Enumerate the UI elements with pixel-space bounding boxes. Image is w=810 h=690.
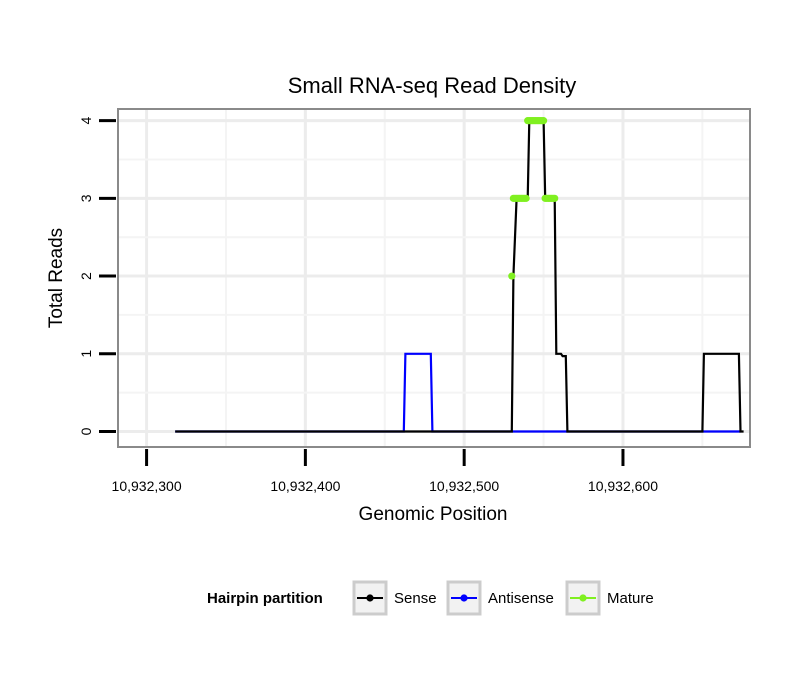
legend-swatch-point-antisense <box>460 594 468 602</box>
legend-title: Hairpin partition <box>207 590 323 607</box>
x-tick-label: 10,932,500 <box>429 478 499 494</box>
x-tick-label: 10,932,600 <box>588 478 658 494</box>
y-tick-label: 1 <box>78 350 94 358</box>
mature-point <box>522 194 530 202</box>
mature-point <box>508 272 516 280</box>
y-tick-label: 0 <box>78 427 94 435</box>
grid <box>118 109 750 447</box>
x-axis: 10,932,300 10,932,400 10,932,500 10,932,600 <box>112 449 658 494</box>
legend-label-antisense: Antisense <box>488 590 554 607</box>
x-axis-title: Genomic Position <box>359 504 508 525</box>
plot-panel-border <box>117 108 751 448</box>
y-tick-label: 2 <box>78 272 94 280</box>
y-axis-title: Total Reads <box>46 228 67 328</box>
legend-swatch-point-sense <box>366 594 374 602</box>
legend-swatch-point-mature <box>579 594 587 602</box>
x-tick-label: 10,932,400 <box>270 478 340 494</box>
y-tick-label: 4 <box>78 117 94 125</box>
y-axis: 0 1 2 3 4 <box>78 117 116 435</box>
y-tick-label: 3 <box>78 194 94 202</box>
mature-point <box>551 194 559 202</box>
legend-label-mature: Mature <box>607 590 654 607</box>
x-tick-label: 10,932,300 <box>112 478 182 494</box>
legend-label-sense: Sense <box>394 590 437 607</box>
series-layer <box>175 117 744 433</box>
mature-point <box>539 117 548 125</box>
legend-entries: Sense Antisense Mature <box>352 580 654 616</box>
legend: Hairpin partition Sense Antisense Mature <box>207 580 654 616</box>
chart-title: Small RNA-seq Read Density <box>288 73 577 98</box>
